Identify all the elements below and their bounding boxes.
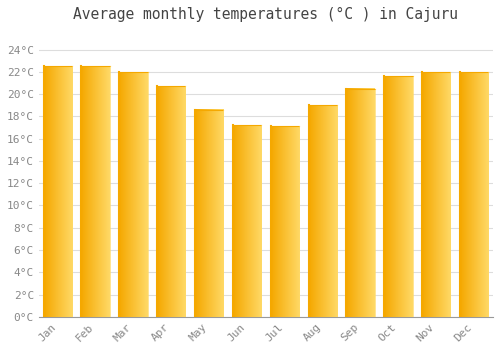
Title: Average monthly temperatures (°C ) in Cajuru: Average monthly temperatures (°C ) in Ca…: [74, 7, 458, 22]
